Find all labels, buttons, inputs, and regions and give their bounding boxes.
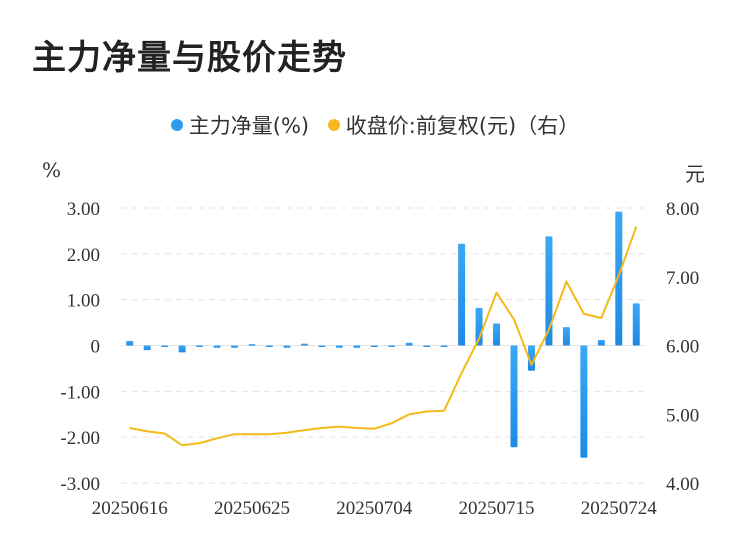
net-volume-bar[interactable] xyxy=(405,342,413,346)
legend-dot-net-volume xyxy=(170,119,183,131)
left-tick-label: 0 xyxy=(91,337,101,358)
left-tick-label: 3.00 xyxy=(67,199,100,220)
left-tick-label: -2.00 xyxy=(60,428,100,449)
x-tick-label: 20250724 xyxy=(581,498,658,519)
net-volume-bar[interactable] xyxy=(178,345,186,353)
legend-item-close-price[interactable]: 收盘价:前复权(元)（右） xyxy=(327,110,580,140)
net-volume-bar[interactable] xyxy=(143,345,151,351)
net-volume-bar[interactable] xyxy=(353,345,361,348)
net-volume-bar[interactable] xyxy=(318,345,326,348)
right-axis-unit: 元 xyxy=(685,162,705,186)
net-volume-bar[interactable] xyxy=(545,236,553,346)
x-tick-label: 20250704 xyxy=(336,498,413,519)
chart-title: 主力净量与股价走势 xyxy=(32,38,347,78)
net-volume-bar[interactable] xyxy=(265,345,273,348)
net-volume-bar[interactable] xyxy=(248,344,256,346)
left-tick-label: 1.00 xyxy=(67,291,100,312)
net-volume-bar[interactable] xyxy=(423,345,431,348)
legend: 主力净量(%) 收盘价:前复权(元)（右） xyxy=(0,110,750,140)
left-axis-unit: % xyxy=(42,158,62,182)
net-volume-bar[interactable] xyxy=(388,345,396,348)
net-volume-bar[interactable] xyxy=(213,345,221,348)
net-volume-bar[interactable] xyxy=(231,345,239,348)
left-tick-label: -3.00 xyxy=(60,474,100,495)
left-tick-label: -1.00 xyxy=(60,382,100,403)
close-price-line[interactable] xyxy=(129,226,638,447)
net-volume-bar[interactable] xyxy=(126,340,134,346)
right-tick-label: 7.00 xyxy=(666,268,699,289)
net-volume-bar[interactable] xyxy=(527,345,535,371)
x-tick-label: 20250616 xyxy=(92,498,168,519)
legend-item-net-volume[interactable]: 主力净量(%) xyxy=(170,110,310,140)
legend-label-net-volume: 主力净量(%) xyxy=(188,114,310,138)
legend-dot-close-price xyxy=(327,119,340,131)
net-volume-bar[interactable] xyxy=(615,211,623,346)
net-volume-bar[interactable] xyxy=(458,243,466,346)
net-volume-bar[interactable] xyxy=(283,345,291,348)
net-volume-bar[interactable] xyxy=(580,345,588,458)
right-tick-label: 6.00 xyxy=(666,337,699,358)
net-volume-bar[interactable] xyxy=(335,345,343,348)
legend-label-close-price: 收盘价:前复权(元)（右） xyxy=(345,114,580,138)
net-volume-bar[interactable] xyxy=(510,345,518,448)
net-volume-bar[interactable] xyxy=(493,323,501,346)
net-volume-bar[interactable] xyxy=(440,345,448,348)
net-volume-bar[interactable] xyxy=(632,303,640,346)
net-volume-bar[interactable] xyxy=(196,345,204,348)
net-volume-bar[interactable] xyxy=(562,327,570,346)
left-tick-label: 2.00 xyxy=(67,245,100,266)
right-tick-label: 5.00 xyxy=(666,405,699,426)
net-volume-bar[interactable] xyxy=(370,345,378,348)
right-tick-label: 4.00 xyxy=(666,474,699,495)
net-volume-bar[interactable] xyxy=(300,343,308,346)
net-volume-bar[interactable] xyxy=(161,345,169,348)
x-tick-label: 20250715 xyxy=(459,498,535,519)
right-tick-label: 8.00 xyxy=(666,199,699,220)
x-tick-label: 20250625 xyxy=(214,498,290,519)
net-volume-bar[interactable] xyxy=(597,340,605,346)
